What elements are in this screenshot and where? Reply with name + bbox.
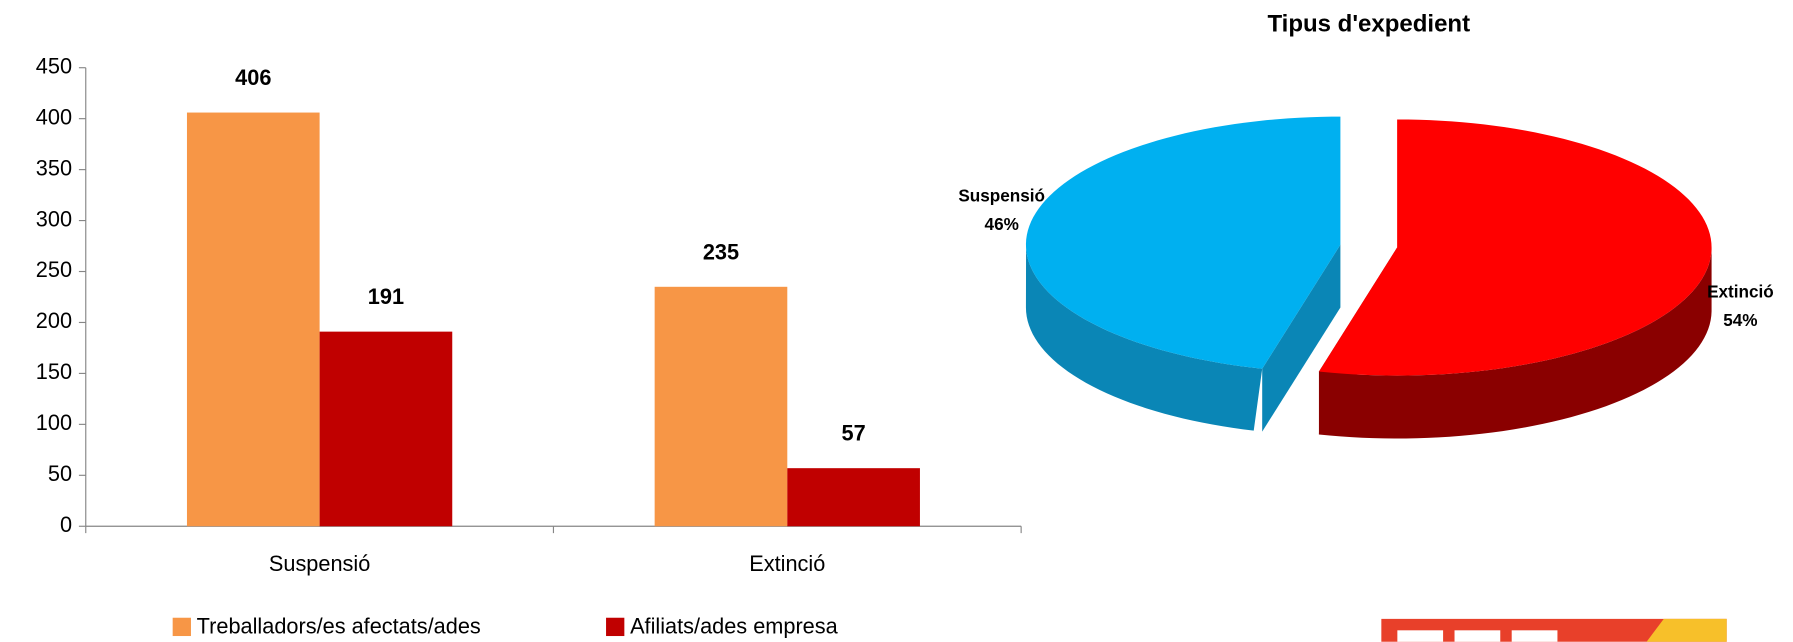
bar <box>787 468 920 527</box>
pie-label: Extinció <box>1707 282 1774 302</box>
pie-label: Suspensió <box>958 185 1045 205</box>
bar <box>654 286 788 527</box>
logo <box>1381 618 1727 642</box>
pie-side <box>1025 248 1263 431</box>
x-tick-label: Suspensió <box>269 551 370 576</box>
pie-value-label: 46% <box>985 214 1019 234</box>
data-label: 406 <box>235 65 271 90</box>
legend-swatch <box>606 617 625 637</box>
y-tick-label: 150 <box>36 359 72 384</box>
pie-slice <box>1025 116 1341 369</box>
y-tick-label: 400 <box>36 104 72 129</box>
data-label: 235 <box>703 239 739 264</box>
pie-side <box>1318 247 1712 439</box>
y-tick-label: 100 <box>36 410 72 435</box>
legend-swatch <box>172 617 191 637</box>
y-tick-label: 0 <box>60 512 72 537</box>
data-label: 191 <box>368 284 404 309</box>
data-label: 57 <box>842 421 866 446</box>
x-tick-label: Extinció <box>749 551 825 576</box>
y-tick-label: 250 <box>36 257 72 282</box>
legend-label: Afiliats/ades empresa <box>630 614 839 639</box>
y-tick-label: 300 <box>36 206 72 231</box>
pie-slice <box>1318 119 1712 376</box>
y-tick-label: 450 <box>36 53 72 78</box>
legend-label: Treballadors/es afectats/ades <box>197 614 481 639</box>
pie-value-label: 54% <box>1723 310 1757 330</box>
pie-title: Tipus d'expedient <box>1267 11 1470 38</box>
y-tick-label: 50 <box>48 461 72 486</box>
pie-side <box>1262 244 1341 432</box>
y-tick-label: 350 <box>36 155 72 180</box>
bar <box>186 112 320 527</box>
y-tick-label: 200 <box>36 308 72 333</box>
bar <box>319 331 453 527</box>
